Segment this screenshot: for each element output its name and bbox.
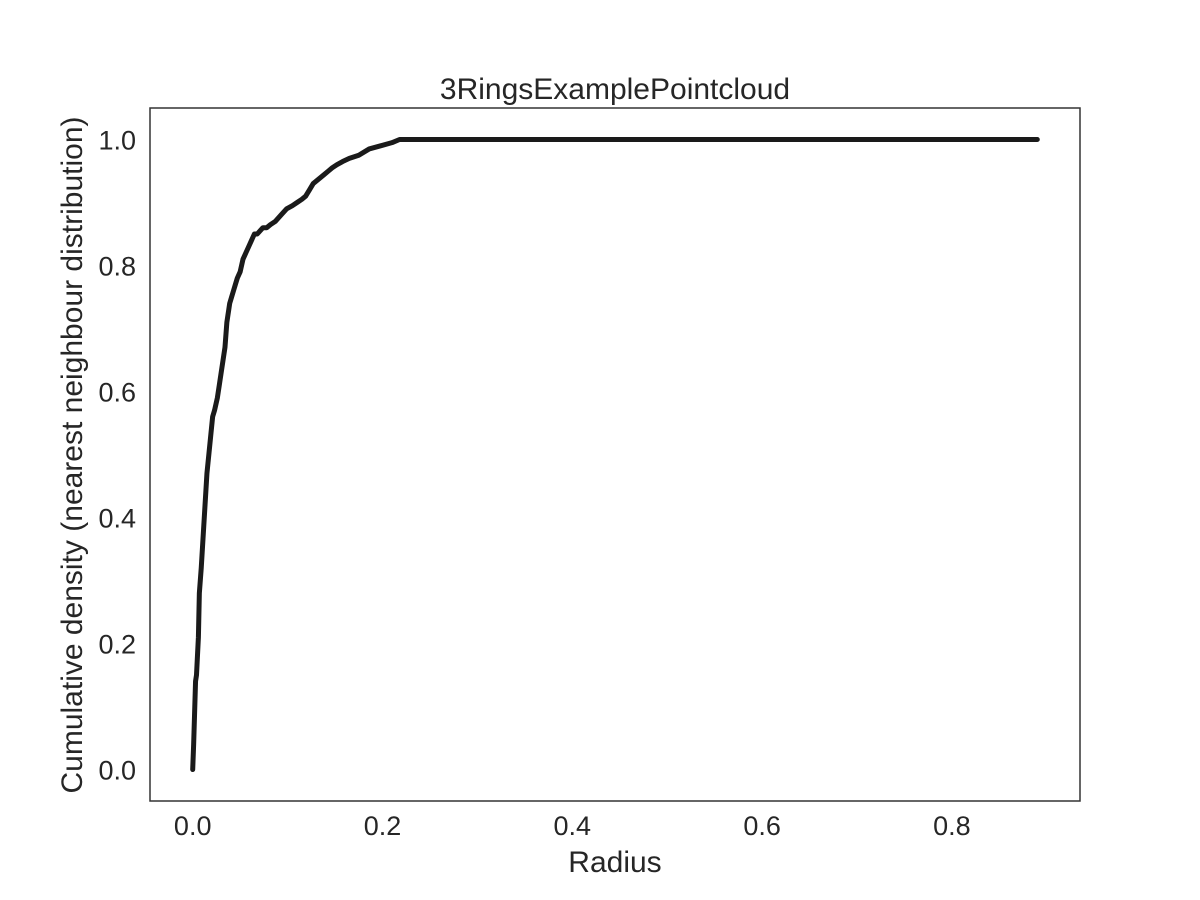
y-axis-label: Cumulative density (nearest neighbour di… [56, 116, 89, 793]
y-axis-ticks: 0.0 0.2 0.4 0.6 0.8 1.0 [98, 126, 136, 786]
x-axis-label: Radius [568, 846, 661, 879]
x-tick-label: 0.0 [174, 811, 212, 841]
x-axis-ticks: 0.0 0.2 0.4 0.6 0.8 [174, 811, 971, 841]
y-tick-label: 0.8 [98, 252, 136, 282]
y-tick-label: 0.0 [98, 756, 136, 786]
chart-title: 3RingsExamplePointcloud [440, 73, 790, 106]
y-tick-label: 0.2 [98, 630, 136, 660]
x-tick-label: 0.8 [933, 811, 971, 841]
x-tick-label: 0.4 [554, 811, 592, 841]
x-tick-label: 0.2 [364, 811, 402, 841]
y-tick-label: 0.6 [98, 378, 136, 408]
plot-area-frame [149, 107, 1081, 802]
series-line [190, 137, 1040, 772]
y-tick-label: 0.4 [98, 504, 136, 534]
y-tick-label: 1.0 [98, 126, 136, 156]
x-tick-label: 0.6 [743, 811, 781, 841]
